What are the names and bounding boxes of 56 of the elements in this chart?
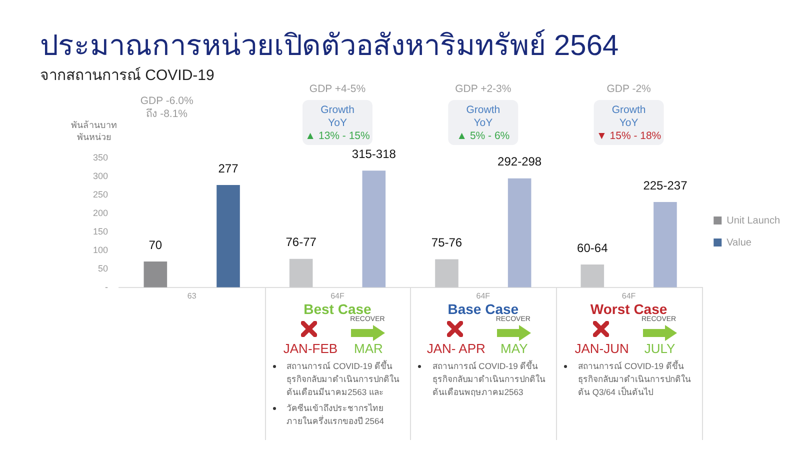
x-tick-label: 64F: [622, 291, 636, 300]
y-tick-label: 100: [92, 244, 108, 255]
data-label: 225-237: [643, 178, 688, 192]
data-label: 70: [148, 238, 162, 252]
y-tick-label: 150: [92, 226, 108, 236]
text: Best Case: [302, 301, 372, 318]
text: สถานการณ์ COVID-19 ดีขึ้น ธุรกิจกลับมาดำเนินการปกติใน ต้นเดือนพฤษภาคม2563: [432, 360, 546, 399]
text: JULY: [643, 341, 676, 356]
bar: [216, 184, 240, 288]
text: GDP +2-3%: [455, 83, 512, 96]
text: GDP +4-5%: [309, 83, 366, 96]
text: สถานการณ์ COVID-19 ดีขึ้น ธุรกิจกลับมาดำเนินการปกติใน ต้นเดือนมีนาคม2563 และ: [286, 360, 401, 399]
bar: [144, 262, 168, 288]
data-label: 277: [218, 161, 239, 176]
text: Growth YoY: [320, 104, 355, 130]
x-tick-label: 64F: [330, 291, 344, 300]
text: Base Case: [446, 301, 519, 318]
y-tick-label: 250: [92, 189, 108, 200]
text: ▲ 5% - 6%: [456, 130, 510, 142]
y-tick-label: 350: [92, 152, 108, 162]
x-tick-label: 64F: [476, 291, 490, 300]
text: MAR: [353, 341, 384, 356]
x-tick-label: 63: [187, 291, 197, 300]
chart-title: ประมาณการหน่วยเปิดตัวอสังหาริมทรัพย์ 2564: [40, 28, 619, 64]
bar: [508, 178, 532, 288]
text: JAN- APR: [426, 341, 486, 356]
bar: [654, 202, 677, 288]
text: Growth YoY: [612, 104, 646, 130]
data-label: 60-64: [577, 240, 608, 255]
y-tick-label: 200: [92, 208, 108, 218]
text: สถานการณ์ COVID-19 ดีขึ้น ธุรกิจกลับมาดำเนินการปกติใน ต้น Q3/64 เป็นต้นไป: [578, 360, 692, 399]
text: GDP -2%: [606, 83, 651, 96]
text: MAY: [500, 341, 529, 356]
bar: [435, 259, 458, 288]
y-tick-label: -: [105, 282, 108, 292]
legend-label: Unit Launch: [726, 215, 780, 226]
y-tick-label: 300: [92, 170, 108, 181]
text: Growth YoY: [466, 104, 500, 130]
text: วัคซีนเข้าถึงประชากรไทยภายในครึ่งแรกของปี 2564: [286, 402, 385, 428]
data-label: 75-76: [431, 236, 462, 250]
bar: [580, 264, 604, 288]
legend-label: Value: [726, 237, 752, 248]
text: ▲ 13% - 15%: [305, 130, 370, 142]
text: Worst Case: [589, 301, 668, 318]
data-label: 315-318: [352, 146, 396, 161]
data-label: 292-298: [498, 154, 542, 169]
y-axis-title: พันล้านบาท พันหน่วย: [71, 120, 117, 142]
y-tick-label: 50: [98, 263, 108, 274]
data-label: 76-77: [286, 235, 317, 250]
text: JAN-FEB: [282, 341, 339, 356]
bar: [362, 170, 386, 288]
bar: [289, 258, 313, 288]
chart-subtitle: จากสถานการณ์ COVID-19: [40, 66, 214, 86]
text: JAN-JUN: [574, 341, 630, 356]
text: GDP -6.0% ถึง -8.1%: [140, 95, 194, 120]
text: ▼ 15% - 18%: [596, 130, 662, 142]
